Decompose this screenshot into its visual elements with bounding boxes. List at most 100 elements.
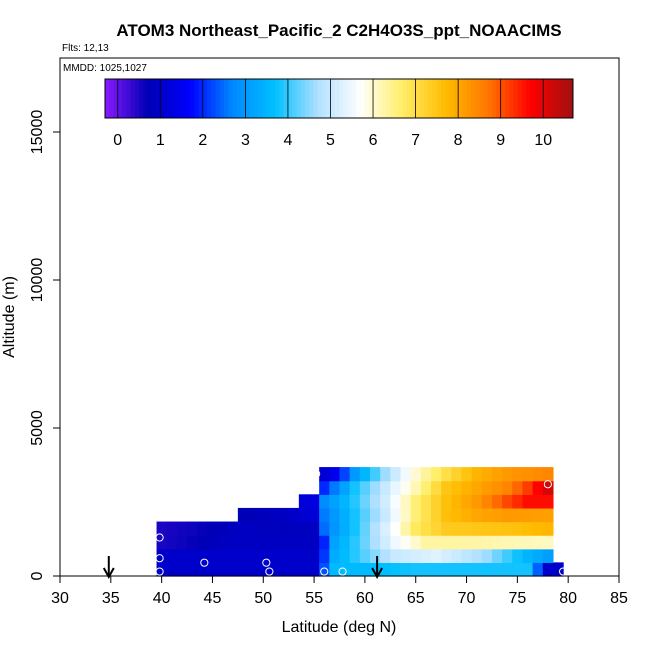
heatmap-cell	[522, 562, 534, 577]
heatmap-cell	[491, 521, 503, 536]
colorbar-segment	[560, 79, 565, 118]
colorbar-segment	[215, 79, 221, 118]
colorbar-segment	[441, 79, 446, 118]
heatmap-cell	[512, 562, 524, 577]
colorbar-segment	[151, 79, 157, 118]
x-tick-label: 85	[610, 590, 628, 607]
heatmap-cell	[237, 548, 249, 563]
colorbar-segment	[330, 79, 336, 118]
heatmap-cell	[502, 480, 513, 495]
heatmap-cell	[410, 507, 422, 523]
heatmap-cell	[309, 507, 320, 523]
heatmap-cell	[471, 521, 483, 536]
heatmap-cell	[197, 521, 208, 536]
heatmap-cell	[441, 562, 452, 577]
heatmap-cell	[319, 480, 330, 495]
heatmap-cell	[491, 548, 503, 563]
heatmap-cell	[207, 562, 219, 577]
colorbar-segment	[232, 79, 238, 118]
colorbar-segment	[283, 79, 289, 118]
heatmap-cell	[542, 507, 554, 523]
y-axis: 0 5000 10000 15000	[29, 110, 60, 580]
colorbar-segment	[296, 79, 302, 118]
y-axis-label: Altitude (m)	[1, 276, 18, 358]
heatmap-cell	[481, 562, 493, 577]
colorbar-segment	[381, 79, 387, 118]
heatmap-cell	[451, 494, 463, 509]
heatmap-cell	[288, 507, 300, 523]
heatmap-cell	[491, 562, 503, 577]
heatmap-cell	[258, 535, 269, 550]
colorbar-segment	[198, 79, 204, 118]
colorbar-segment	[224, 79, 229, 118]
heatmap-cell	[359, 494, 371, 509]
flight-arrow	[371, 556, 383, 580]
colorbar-segment	[173, 79, 178, 118]
colorbar-segment	[228, 79, 234, 118]
heatmap-cell	[329, 507, 341, 523]
heatmap-cell	[461, 548, 473, 563]
heatmap-cell	[420, 494, 432, 509]
heatmap-cell	[451, 535, 463, 550]
heatmap-cell	[471, 548, 483, 563]
colorbar-segment	[253, 79, 259, 118]
heatmap-cell	[491, 535, 503, 550]
heatmap-cell	[156, 535, 168, 550]
heatmap-cell	[339, 480, 351, 495]
colorbar-tick-label: 4	[283, 132, 292, 149]
colorbar-tick-label: 5	[326, 132, 335, 149]
colorbar-segment	[373, 79, 378, 118]
heatmap-cell	[268, 535, 280, 550]
heatmap-cell	[420, 562, 432, 577]
colorbar-tick-label: 2	[198, 132, 207, 149]
sample-marker	[200, 558, 209, 567]
heatmap-cell	[400, 507, 412, 523]
heatmap-cell	[288, 535, 300, 550]
colorbar-tick-label: 7	[411, 132, 420, 149]
heatmap-cell	[187, 535, 198, 550]
heatmap-cell	[268, 521, 280, 536]
heatmap-cell	[227, 562, 239, 577]
heatmap-cell	[309, 562, 320, 577]
colorbar: 0 1 2 3 4 5 6 7 8 9 10	[104, 78, 574, 149]
heatmap-cell	[410, 548, 422, 563]
heatmap-cell	[298, 562, 310, 577]
colorbar-segment	[164, 79, 170, 118]
colorbar-segment	[143, 79, 149, 118]
heatmap-cell	[319, 562, 330, 577]
heatmap-cell	[410, 562, 422, 577]
heatmap-cell	[309, 548, 320, 563]
heatmap-cell	[410, 467, 422, 482]
heatmap-cell	[451, 467, 463, 482]
heatmap-cell	[329, 480, 341, 495]
heatmap-cell	[461, 480, 473, 495]
heatmap-cell	[369, 480, 381, 495]
heatmap-cell	[380, 494, 391, 509]
heatmap-cell	[420, 480, 432, 495]
colorbar-segment	[394, 79, 400, 118]
colorbar-segment	[564, 79, 570, 118]
colorbar-tick-label: 9	[496, 132, 505, 149]
heatmap-cell	[298, 494, 310, 509]
heatmap-cell	[491, 480, 503, 495]
heatmap-cell	[491, 494, 503, 509]
colorbar-segment	[449, 79, 455, 118]
plot-frame	[59, 57, 620, 577]
heatmap-cell	[339, 521, 351, 536]
sample-marker	[155, 567, 164, 576]
colorbar-segment	[219, 79, 225, 118]
heatmap-cell	[349, 562, 361, 577]
heatmap-cell	[512, 535, 524, 550]
colorbar-segment	[504, 79, 510, 118]
heatmap-cell	[430, 467, 442, 482]
colorbar-segment	[534, 79, 540, 118]
colorbar-segment	[147, 79, 153, 118]
heatmap-cell	[481, 507, 493, 523]
heatmap-cell	[369, 548, 381, 563]
heatmap-cell	[187, 562, 198, 577]
heatmap-cell	[207, 535, 219, 550]
heatmap-cell	[481, 494, 493, 509]
heatmap-cell	[359, 562, 371, 577]
heatmap-cell	[380, 548, 391, 563]
